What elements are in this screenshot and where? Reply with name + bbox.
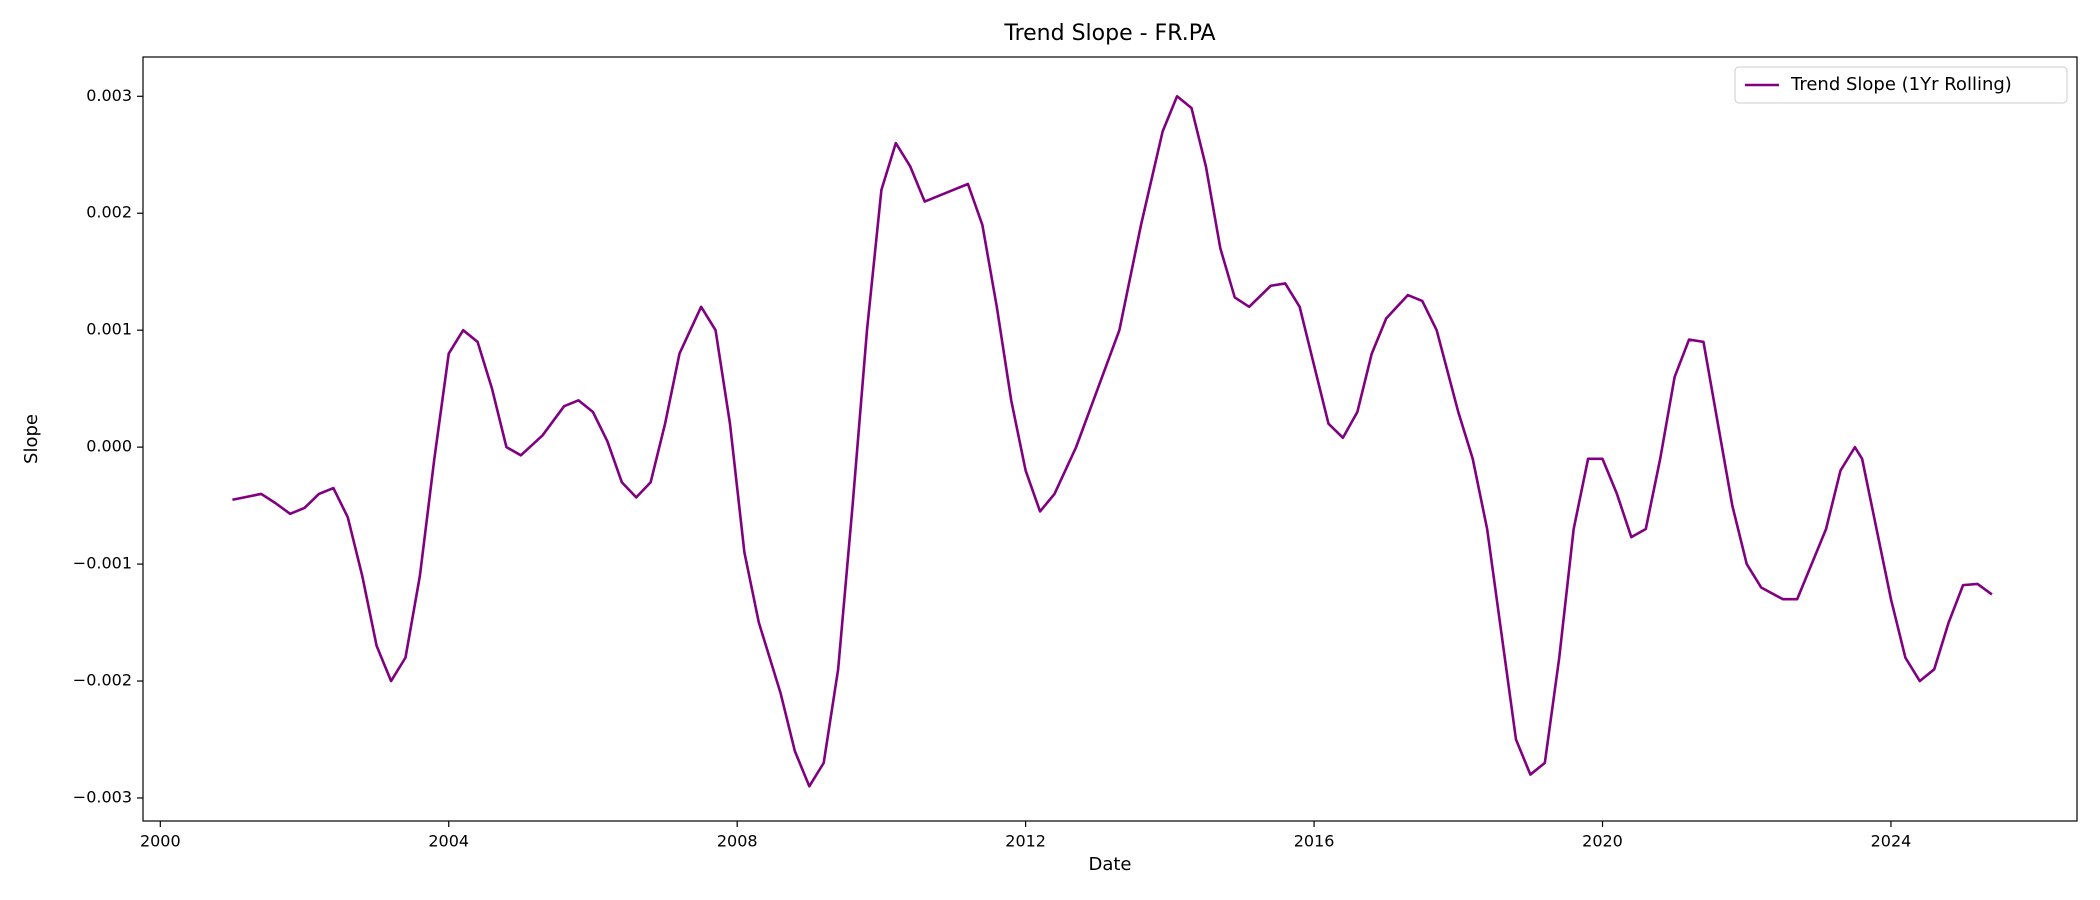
x-tick-label: 2008: [717, 832, 758, 851]
y-tick-label: −0.001: [73, 554, 132, 573]
y-tick-label: −0.002: [73, 671, 132, 690]
y-tick-label: 0.003: [86, 86, 132, 105]
y-tick-label: 0.000: [86, 437, 132, 456]
x-tick-label: 2024: [1871, 832, 1912, 851]
x-axis-label: Date: [1088, 854, 1131, 875]
x-tick-label: 2004: [428, 832, 469, 851]
data-line: [232, 94, 1993, 788]
y-tick-label: 0.002: [86, 203, 132, 222]
x-tick-label: 2000: [140, 832, 181, 851]
chart-title: Trend Slope - FR.PA: [1003, 21, 1215, 46]
y-tick-label: −0.003: [73, 787, 132, 806]
x-tick-label: 2020: [1582, 832, 1623, 851]
x-tick-label: 2012: [1005, 832, 1046, 851]
y-axis-label: Slope: [21, 414, 42, 464]
legend-box: [1734, 66, 2068, 104]
legend-label: Trend Slope (1Yr Rolling): [1790, 74, 2012, 95]
y-tick-label: 0.001: [86, 320, 132, 339]
plot-frame: [142, 56, 2078, 822]
x-tick-label: 2016: [1294, 832, 1335, 851]
